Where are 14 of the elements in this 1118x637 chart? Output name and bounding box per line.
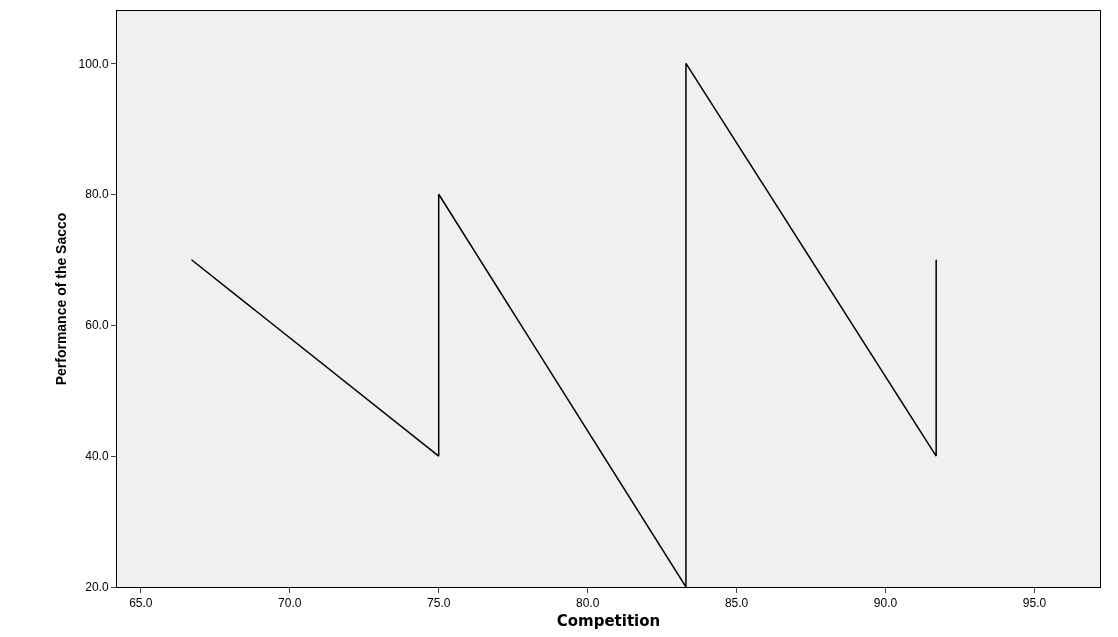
y-tick-label: 80.0 <box>85 187 109 202</box>
x-tick-label: 70.0 <box>278 596 302 611</box>
y-tick-label: 60.0 <box>85 318 109 333</box>
y-tick-label: 100.0 <box>78 56 109 71</box>
x-tick-label: 80.0 <box>575 596 600 611</box>
x-tick-label: 85.0 <box>724 596 749 611</box>
x-tick-label: 95.0 <box>1022 596 1047 611</box>
y-tick-label: 40.0 <box>85 449 109 464</box>
x-tick-label: 75.0 <box>427 596 451 611</box>
x-tick-label: 65.0 <box>129 596 153 611</box>
x-axis-title: Competition <box>556 612 661 631</box>
y-tick-label: 20.0 <box>85 580 109 595</box>
x-tick-label: 90.0 <box>873 596 898 611</box>
y-axis-title: Performance of the Sacco <box>53 212 70 386</box>
